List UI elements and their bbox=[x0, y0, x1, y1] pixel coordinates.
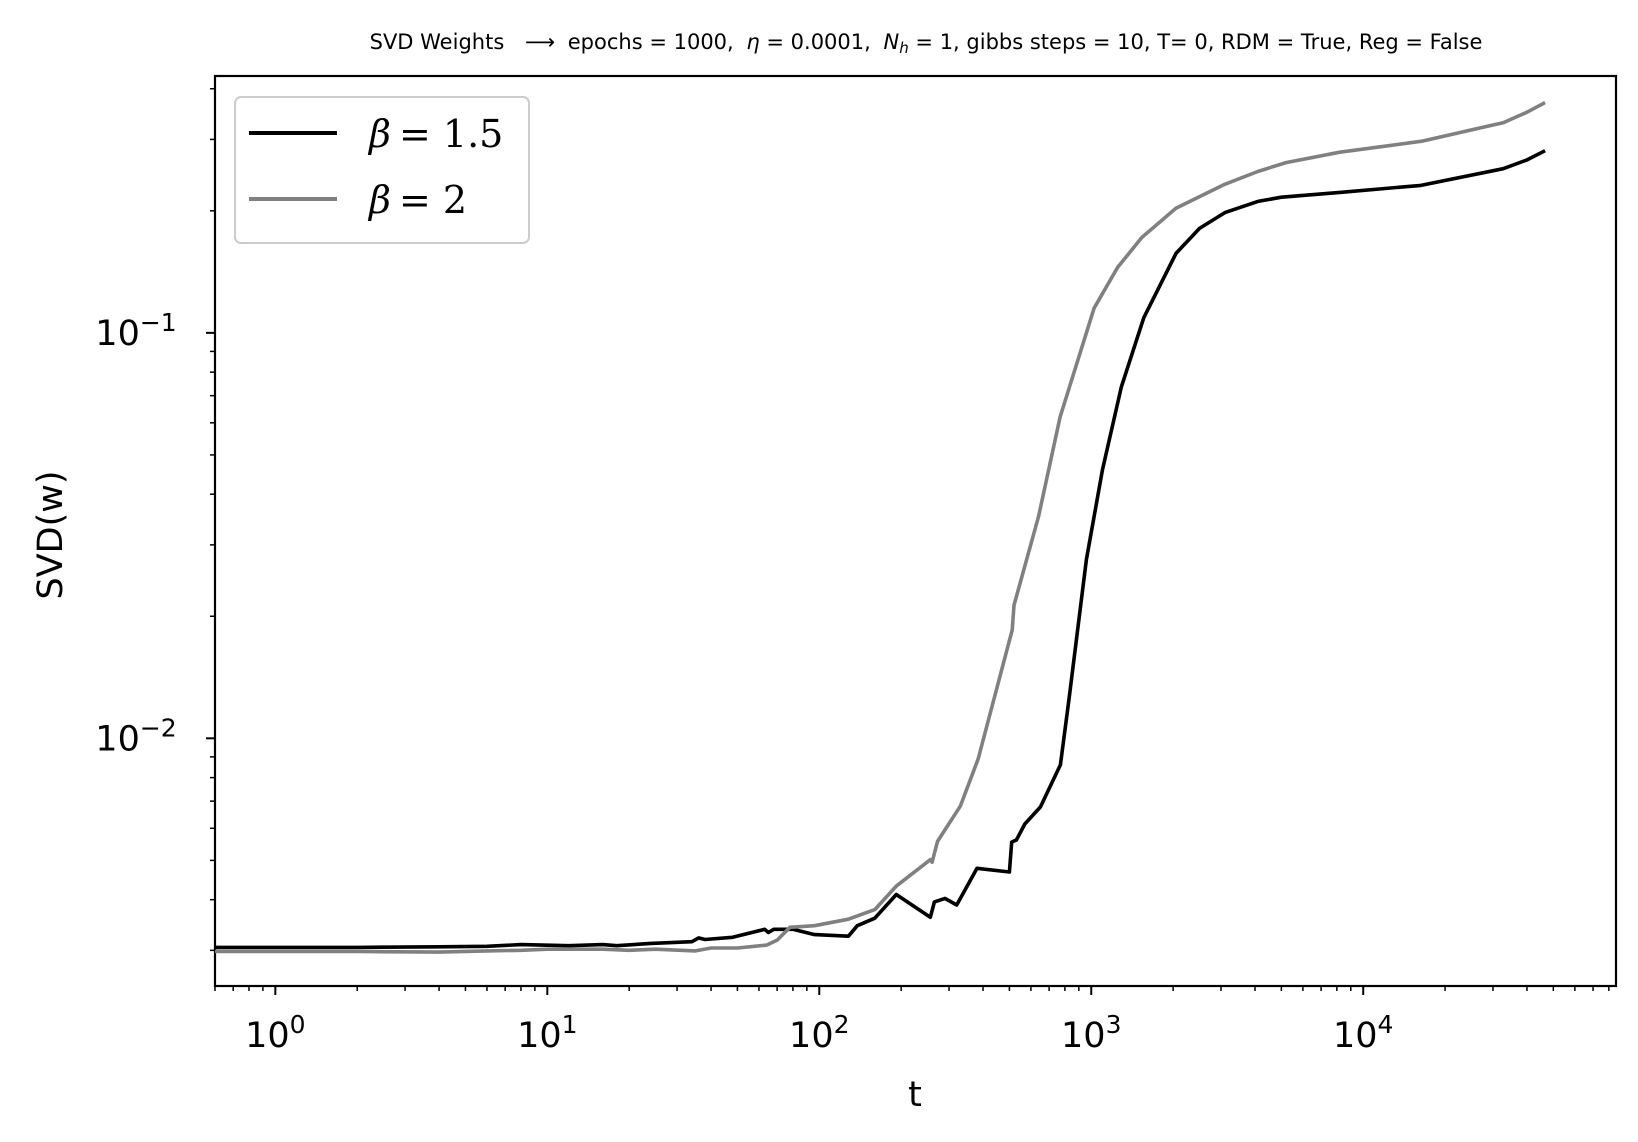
x-axis-ticks: 100 101 102 103 104 bbox=[214, 986, 1610, 1056]
title-nh-value: = 1, gibbs steps = 10, T= 0, RDM = True,… bbox=[909, 30, 1483, 54]
x-tick-label: 100 bbox=[245, 1010, 305, 1056]
legend-value-2: = 2 bbox=[399, 178, 467, 222]
x-tick-label: 101 bbox=[517, 1010, 577, 1056]
title-epochs: epochs = 1000, bbox=[568, 30, 734, 54]
legend-symbol-beta: β bbox=[367, 112, 391, 156]
legend-symbol-beta: β bbox=[367, 178, 391, 222]
title-arrow: ⟶ bbox=[525, 30, 555, 54]
legend-value-1-5: = 1.5 bbox=[399, 112, 503, 156]
legend-label-beta-2: β = 2 bbox=[367, 178, 467, 222]
x-tick-label: 104 bbox=[1333, 1010, 1393, 1056]
y-tick-label: 10−1 bbox=[95, 308, 176, 354]
x-tick-label: 103 bbox=[1061, 1010, 1121, 1056]
title-main: SVD Weights bbox=[370, 30, 505, 54]
series-line-beta-1-5 bbox=[215, 149, 1546, 950]
title-nh-subscript: h bbox=[899, 39, 909, 57]
chart-title: SVD Weights ⟶ epochs = 1000, η = 0.0001,… bbox=[370, 30, 1483, 57]
series-layer bbox=[215, 100, 1546, 954]
legend-label-beta-1-5: β = 1.5 bbox=[367, 112, 503, 156]
y-tick-label: 10−2 bbox=[95, 713, 176, 759]
legend: β = 1.5 β = 2 bbox=[234, 96, 530, 244]
x-axis-label: t bbox=[908, 1075, 922, 1115]
title-nh-symbol: N bbox=[884, 30, 900, 54]
title-eta-value: = 0.0001, bbox=[760, 30, 871, 54]
y-axis-ticks: 10−2 10−1 bbox=[95, 87, 215, 952]
y-axis-label: SVD(w) bbox=[31, 470, 71, 599]
series-line-beta-2 bbox=[215, 100, 1546, 954]
title-eta-symbol: η bbox=[746, 30, 759, 54]
x-tick-label: 102 bbox=[789, 1010, 849, 1056]
plot-frame bbox=[213, 74, 1618, 988]
